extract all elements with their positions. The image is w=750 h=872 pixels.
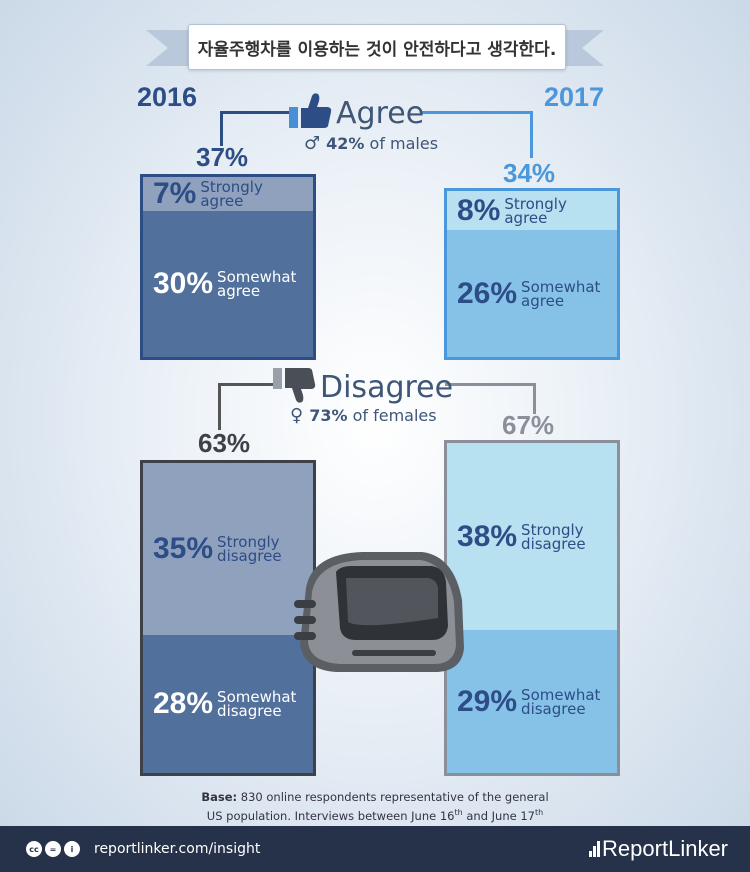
strongly-agree-value-2017: 8%: [457, 193, 501, 227]
strongly-disagree-segment-2017: 38% Strongly disagree: [447, 443, 617, 630]
disagree-note-text: of females: [352, 406, 437, 425]
reportlinker-logo[interactable]: ReportLinker: [589, 836, 728, 862]
agree-bar-2017: 8% Strongly agree 26% Somewhat agree: [444, 188, 620, 360]
strongly-agree-segment-2016: 7% Strongly agree: [143, 177, 313, 211]
cc-icon: cc: [26, 841, 42, 857]
somewhat-disagree-segment-2017: 29% Somewhat disagree: [447, 630, 617, 773]
logo-bars-icon: [589, 841, 601, 857]
base-note-line2: US population. Interviews between June 1…: [206, 808, 544, 823]
autonomous-car-illustration: [292, 548, 468, 684]
strongly-disagree-value-2017: 38%: [457, 519, 518, 553]
chart-title: 자율주행차를 이용하는 것이 안전하다고 생각한다.: [188, 24, 566, 70]
disagree-note-value: 73%: [309, 406, 348, 425]
agree-note-text: of males: [369, 134, 439, 153]
agree-connector-right: [420, 111, 533, 158]
somewhat-disagree-segment-2016: 28% Somewhat disagree: [143, 635, 313, 773]
strongly-disagree-label-2017: Strongly disagree: [521, 520, 586, 553]
base-note: Base: 830 online respondents representat…: [180, 790, 570, 824]
male-icon: ♂: [304, 133, 321, 154]
somewhat-agree-value-2016: 30%: [153, 267, 214, 300]
female-icon: ♀: [290, 405, 304, 426]
disagree-connector-left: [218, 383, 281, 430]
disagree-heading: Disagree: [272, 366, 453, 408]
thumbs-down-icon: [272, 366, 316, 408]
year-2017-label: 2017: [544, 82, 605, 112]
agree-total-2017: 34%: [503, 158, 556, 188]
disagree-total-2016: 63%: [198, 428, 251, 458]
brand-name: ReportLinker: [602, 836, 728, 861]
strongly-disagree-label-2016: Strongly disagree: [217, 533, 282, 565]
agree-connector-left: [220, 111, 293, 146]
somewhat-agree-label-2017: Somewhat agree: [521, 277, 601, 310]
disagree-connector-right: [445, 383, 536, 414]
strongly-agree-label-2016: Strongly agree: [200, 178, 263, 210]
somewhat-agree-value-2017: 26%: [457, 276, 518, 310]
agree-total-2016: 37%: [196, 142, 249, 172]
no-derivatives-icon: =: [45, 841, 61, 857]
strongly-agree-label-2017: Strongly agree: [504, 194, 567, 227]
agree-heading: Agree: [288, 92, 424, 134]
somewhat-disagree-label-2016: Somewhat disagree: [217, 688, 297, 720]
agree-heading-text: Agree: [336, 95, 425, 131]
agree-bar-2016: 7% Strongly agree 30% Somewhat agree: [140, 174, 316, 360]
creative-commons-icons: cc = i: [26, 841, 80, 857]
base-note-label: Base:: [201, 790, 238, 804]
somewhat-agree-segment-2016: 30% Somewhat agree: [143, 211, 313, 357]
disagree-heading-text: Disagree: [320, 369, 454, 405]
thumbs-up-icon: [288, 92, 332, 134]
year-2016-label: 2016: [137, 82, 198, 112]
base-note-line1: 830 online respondents representative of…: [240, 790, 549, 804]
strongly-disagree-segment-2016: 35% Strongly disagree: [143, 463, 313, 635]
somewhat-disagree-value-2017: 29%: [457, 684, 518, 718]
somewhat-disagree-value-2016: 28%: [153, 687, 214, 720]
footer: cc = i reportlinker.com/insight ReportLi…: [0, 826, 750, 872]
attribution-icon: i: [64, 841, 80, 857]
disagree-bar-2017: 38% Strongly disagree 29% Somewhat disagre…: [444, 440, 620, 776]
strongly-disagree-value-2016: 35%: [153, 532, 214, 565]
agree-note-value: 42%: [326, 134, 365, 153]
strongly-agree-segment-2017: 8% Strongly agree: [447, 191, 617, 230]
footer-link[interactable]: reportlinker.com/insight: [94, 841, 261, 857]
agree-note: ♂ 42% of males: [304, 133, 438, 154]
disagree-total-2017: 67%: [502, 410, 555, 440]
disagree-note: ♀ 73% of females: [290, 405, 437, 426]
somewhat-agree-label-2016: Somewhat agree: [217, 268, 297, 300]
somewhat-disagree-label-2017: Somewhat disagree: [521, 685, 601, 718]
strongly-agree-value-2016: 7%: [153, 177, 197, 210]
somewhat-agree-segment-2017: 26% Somewhat agree: [447, 230, 617, 357]
disagree-bar-2016: 35% Strongly disagree 28% Somewhat disagre…: [140, 460, 316, 776]
